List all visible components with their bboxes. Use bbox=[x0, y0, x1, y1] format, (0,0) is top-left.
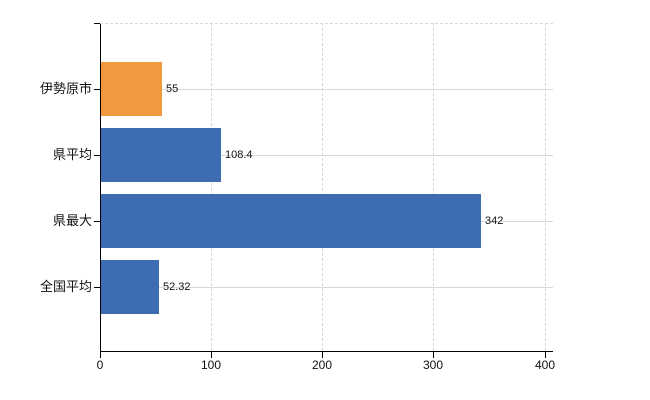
x-tick bbox=[545, 352, 546, 358]
x-tick bbox=[322, 352, 323, 358]
x-axis-line bbox=[100, 351, 553, 352]
bar bbox=[101, 62, 162, 116]
category-label: 県最大 bbox=[52, 213, 92, 228]
h-gridline bbox=[101, 287, 553, 288]
x-tick-label: 300 bbox=[422, 358, 444, 372]
x-tick-label: 400 bbox=[534, 358, 556, 372]
v-gridline bbox=[211, 23, 212, 351]
v-gridline bbox=[322, 23, 323, 351]
top-gridline bbox=[100, 23, 553, 24]
x-tick-label: 0 bbox=[96, 358, 104, 372]
x-tick bbox=[211, 352, 212, 358]
category-label: 県平均 bbox=[52, 147, 92, 162]
h-gridline bbox=[101, 155, 553, 156]
y-tick bbox=[94, 221, 100, 222]
y-tick bbox=[94, 89, 100, 90]
bar-value-label: 52.32 bbox=[163, 281, 191, 293]
bar bbox=[101, 128, 221, 182]
bar bbox=[101, 260, 159, 314]
x-tick bbox=[433, 352, 434, 358]
bar-value-label: 55 bbox=[166, 83, 179, 95]
bar bbox=[101, 194, 481, 248]
x-tick bbox=[100, 352, 101, 358]
y-tick bbox=[94, 287, 100, 288]
bar-value-label: 108.4 bbox=[225, 149, 253, 161]
x-tick-label: 100 bbox=[200, 358, 222, 372]
bar-value-label: 342 bbox=[485, 215, 504, 227]
v-gridline bbox=[545, 23, 546, 351]
h-gridline bbox=[101, 89, 553, 90]
v-gridline bbox=[433, 23, 434, 351]
y-tick bbox=[94, 155, 100, 156]
y-axis-top-tick bbox=[94, 23, 100, 24]
category-label: 伊勢原市 bbox=[39, 81, 92, 96]
x-tick-label: 200 bbox=[311, 358, 333, 372]
category-label: 全国平均 bbox=[39, 279, 92, 294]
y-axis-line bbox=[100, 23, 101, 352]
